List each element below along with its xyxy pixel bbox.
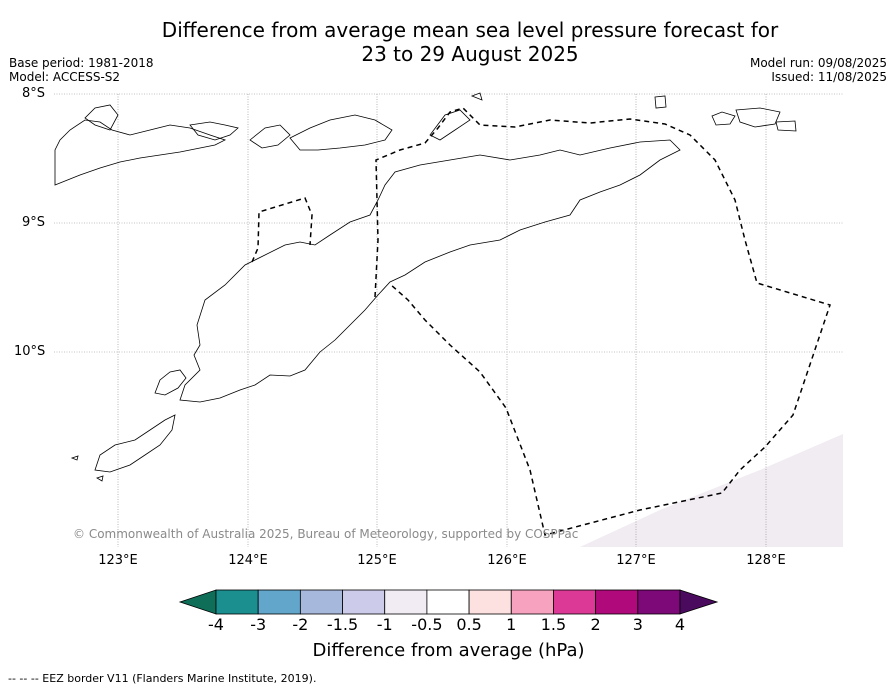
timor-island-coastline	[179, 139, 681, 403]
solor-coastline	[189, 121, 239, 141]
flores-coastline-2	[84, 104, 119, 131]
islet-coastline	[70, 455, 79, 461]
colorbar-segment	[342, 589, 386, 615]
title-line-2: 23 to 29 August 2025	[361, 42, 579, 66]
base-period: Base period: 1981-2018	[9, 56, 154, 70]
islet-7	[470, 92, 483, 101]
colorbar	[178, 589, 719, 615]
colorbar-tick-label: -1	[376, 615, 393, 634]
colorbar-tick-label: -0.5	[411, 615, 443, 634]
model-run: Model run: 09/08/2025	[749, 56, 887, 70]
lon-label-123e: 123°E	[98, 553, 138, 568]
lon-label-126e: 126°E	[487, 553, 527, 568]
copyright-notice: © Commonwealth of Australia 2025, Bureau…	[73, 527, 579, 541]
colorbar-tick-label: 3	[632, 615, 643, 634]
colorbar-segment	[468, 589, 512, 615]
lat-label-9s: 9°S	[22, 215, 46, 230]
chart-title: Difference from average mean sea level p…	[100, 18, 840, 66]
colorbar-label: Difference from average (hPa)	[312, 640, 585, 661]
colorbar-tick-label: 1	[506, 615, 517, 634]
islet-6	[775, 120, 797, 132]
lat-label-10s: 10°S	[14, 344, 46, 359]
colorbar-tick-label: -2	[292, 615, 309, 634]
islet-coastline-2	[96, 475, 104, 482]
colorbar-segment	[595, 589, 639, 615]
coastlines	[54, 92, 797, 482]
metadata-right: Model run: 09/08/2025 Issued: 11/08/2025	[750, 56, 887, 84]
colorbar-tick-label: -1.5	[326, 615, 359, 634]
colorbar-tick-label: -4	[208, 615, 224, 634]
lon-label-128e: 128°E	[746, 553, 786, 568]
colorbar-segment	[637, 589, 681, 615]
colorbar-segment	[510, 589, 554, 615]
colorbar-segment	[215, 589, 259, 615]
metadata-left: Base period: 1981-2018 Model: ACCESS-S2	[9, 56, 154, 84]
model-name: Model: ACCESS-S2	[9, 70, 121, 84]
alor-coastline	[289, 114, 393, 151]
colorbar-segment	[426, 589, 470, 615]
islet-3	[654, 95, 667, 109]
sawu-island-coastline	[94, 414, 176, 473]
eez-footer-note: -- -- -- EEZ border V11 (Flanders Marine…	[8, 672, 317, 685]
colorbar-segment	[553, 589, 597, 615]
flores-coastline	[54, 119, 227, 186]
colorbar-tick-label: -3	[250, 615, 267, 634]
lat-label-8s: 8°S	[22, 86, 46, 101]
colorbar-segment	[384, 589, 428, 615]
colorbar-tick-label: 1.5	[540, 615, 567, 634]
colorbar-segment	[299, 589, 343, 615]
colorbar-under-arrow	[178, 589, 217, 615]
islet-4	[711, 111, 736, 126]
issued-date: Issued: 11/08/2025	[771, 70, 887, 84]
anomaly-shading	[580, 434, 843, 547]
rote-island-coastline	[154, 369, 187, 396]
islet-5	[735, 107, 781, 128]
title-line-1: Difference from average mean sea level p…	[161, 18, 779, 42]
colorbar-segment	[257, 589, 301, 615]
colorbar-tick-label: 0.5	[456, 615, 482, 634]
pantar-coastline	[249, 124, 291, 149]
colorbar-tick-label: 4	[674, 615, 686, 634]
lon-label-125e: 125°E	[357, 553, 397, 568]
lon-label-127e: 127°E	[616, 553, 656, 568]
gridlines	[54, 93, 843, 547]
wetar-coastline	[429, 109, 471, 141]
lon-label-124e: 124°E	[228, 553, 268, 568]
eez-border	[251, 107, 831, 536]
colorbar-tick-label: 2	[590, 615, 601, 634]
colorbar-over-arrow	[679, 589, 719, 615]
